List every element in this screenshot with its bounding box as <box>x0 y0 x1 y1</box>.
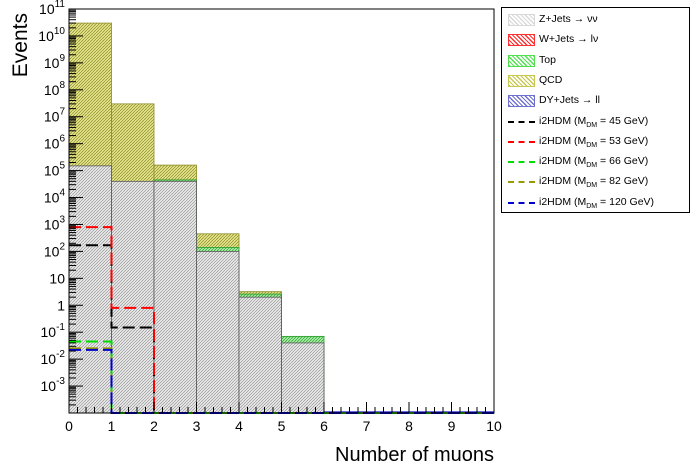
legend-line-swatch <box>508 201 535 204</box>
y-tick-label: 10-1 <box>41 322 66 340</box>
bar-z-bin-3 <box>196 250 240 414</box>
y-tick-label: 107 <box>44 107 66 125</box>
legend-item-4: DY+Jets → ll <box>506 92 688 110</box>
y-tick-label: 105 <box>44 161 66 179</box>
x-tick-label: 7 <box>363 418 371 434</box>
legend-line-swatch <box>508 120 535 123</box>
legend-label: QCD <box>539 73 563 86</box>
legend-label: i2HDM (MDM = 82 GeV) <box>539 175 649 190</box>
y-tick-label: 109 <box>44 53 66 71</box>
y-tick-label: 1011 <box>39 0 65 17</box>
y-tick-label: 1 <box>57 297 65 313</box>
y-tick-label: 104 <box>44 188 66 206</box>
legend-label: W+Jets → lν <box>539 33 599 46</box>
x-tick-label: 0 <box>65 418 73 434</box>
bar-z-bin-5 <box>281 342 325 414</box>
legend-label: i2HDM (MDM = 66 GeV) <box>539 155 649 170</box>
bar-z-bin-4 <box>238 296 282 414</box>
y-tick-label: 1010 <box>38 26 65 44</box>
y-axis-label: Events <box>9 13 32 77</box>
x-tick-label: 2 <box>150 418 158 434</box>
legend-label: i2HDM (MDM = 120 GeV) <box>539 195 655 210</box>
legend-item-0: Z+Jets → νν <box>506 11 688 29</box>
y-tick-label: 102 <box>44 241 66 259</box>
legend-swatch <box>508 95 535 108</box>
legend-item-2: Top <box>506 52 688 70</box>
y-tick-label: 10-2 <box>41 349 66 367</box>
legend-item-7: i2HDM (MDM = 66 GeV) <box>506 153 688 171</box>
legend-label: DY+Jets → ll <box>539 94 600 107</box>
x-tick-label: 6 <box>320 418 328 434</box>
x-tick-label: 10 <box>486 418 502 434</box>
legend-label: Top <box>539 53 556 66</box>
legend-line-swatch <box>508 140 535 143</box>
bar-z-bin-2 <box>153 180 197 414</box>
signal-line-1 <box>69 226 494 414</box>
legend-item-9: i2HDM (MDM = 120 GeV) <box>506 194 688 212</box>
y-tick-label: 10-3 <box>41 376 66 394</box>
legend-swatch <box>508 74 535 87</box>
x-tick-label: 1 <box>108 418 116 434</box>
legend-label: i2HDM (MDM = 45 GeV) <box>539 114 649 129</box>
legend-swatch <box>508 34 535 47</box>
x-tick-label: 5 <box>278 418 286 434</box>
legend-line-swatch <box>508 161 535 164</box>
y-tick-label: 108 <box>44 80 66 98</box>
legend-item-3: QCD <box>506 72 688 90</box>
x-tick-label: 8 <box>405 418 413 434</box>
x-axis-label: Number of muons <box>335 444 494 466</box>
y-tick-label: 10 <box>49 270 65 286</box>
signal-line-0 <box>69 244 494 414</box>
bar-z-bin-1 <box>111 180 155 414</box>
y-tick-label: 106 <box>44 134 66 152</box>
bar-z-bin-0 <box>68 165 112 414</box>
legend-label: Z+Jets → νν <box>539 13 598 25</box>
x-tick-label: 4 <box>235 418 243 434</box>
legend-item-5: i2HDM (MDM = 45 GeV) <box>506 113 688 131</box>
x-tick-label: 9 <box>448 418 456 434</box>
legend-item-6: i2HDM (MDM = 53 GeV) <box>506 133 688 151</box>
legend-item-1: W+Jets → lν <box>506 31 688 49</box>
legend-label: i2HDM (MDM = 53 GeV) <box>539 134 649 149</box>
legend: Z+Jets → νν W+Jets → lν Top QCD DY+Jets → ll… <box>501 7 690 213</box>
legend-item-8: i2HDM (MDM = 82 GeV) <box>506 173 688 191</box>
legend-line-swatch <box>508 181 535 184</box>
legend-swatch <box>508 14 535 26</box>
y-tick-label: 103 <box>44 214 66 232</box>
x-tick-label: 3 <box>193 418 201 434</box>
legend-swatch <box>508 54 535 67</box>
